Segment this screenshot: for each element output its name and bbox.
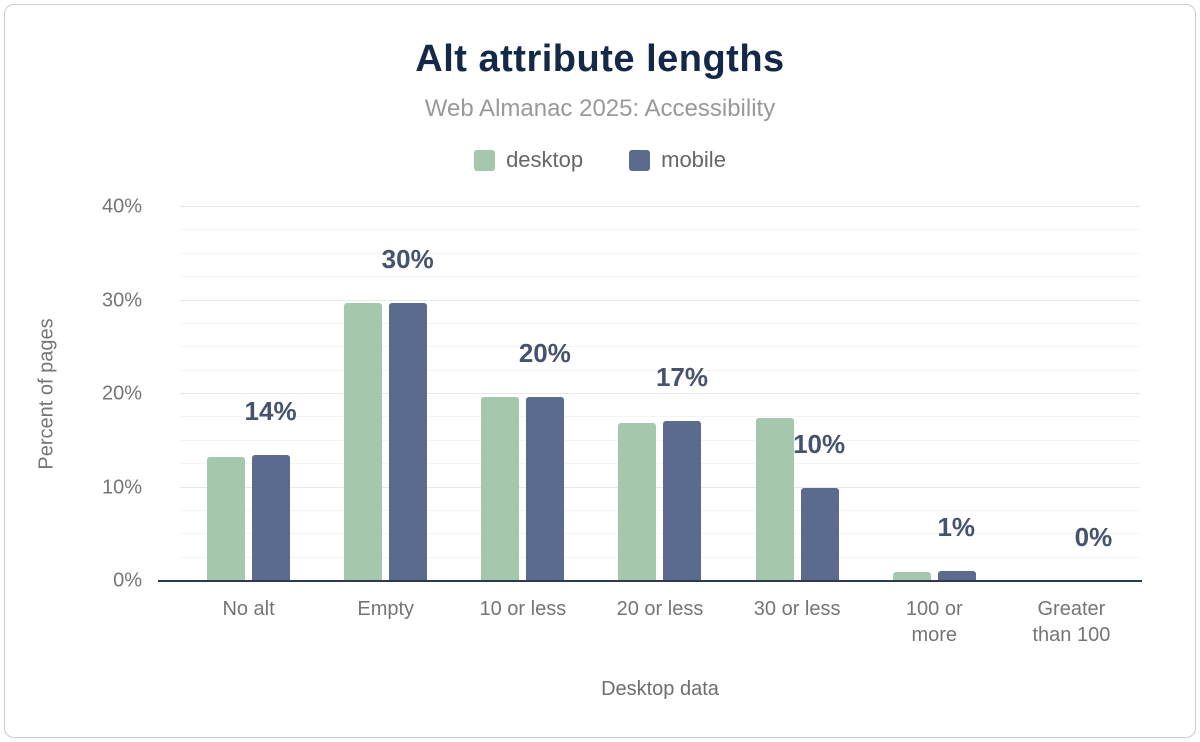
legend-label-desktop: desktop <box>506 147 584 172</box>
gridline <box>180 509 1140 511</box>
value-label-empty: 30% <box>381 244 434 275</box>
legend-label-mobile: mobile <box>661 147 726 172</box>
gridline <box>180 252 1140 254</box>
bar-group-30-or-less: 10% <box>729 207 866 581</box>
bar-desktop-10-or-less[interactable] <box>481 396 520 581</box>
legend-swatch-mobile <box>629 149 651 171</box>
gridline <box>180 276 1140 278</box>
bar-group-greater-than-100: 0% <box>1003 207 1140 581</box>
legend-item-mobile: mobile <box>629 147 726 173</box>
y-tick-40: 40% <box>101 195 142 218</box>
legend-item-desktop: desktop <box>474 147 583 173</box>
bar-mobile-no-alt[interactable] <box>252 454 291 581</box>
bar-mobile-30-or-less[interactable] <box>800 487 839 581</box>
chart-subtitle: Web Almanac 2025: Accessibility <box>424 95 776 122</box>
x-axis-line <box>158 580 1142 582</box>
y-tick-20: 20% <box>101 382 142 405</box>
bar-groups: 14% 30% 20% 17% 10% 1% 0% <box>180 207 1140 581</box>
bar-desktop-30-or-less[interactable] <box>755 418 794 581</box>
bar-group-empty: 30% <box>317 207 454 581</box>
y-tick-0: 0% <box>113 569 142 592</box>
gridline <box>180 439 1140 441</box>
chart-title: Alt attribute lengths <box>415 38 785 80</box>
gridline <box>180 229 1140 231</box>
x-tick-empty: Empty <box>357 598 415 620</box>
value-label-20-or-less: 17% <box>655 362 709 393</box>
value-label-100-or-more: 1% <box>937 511 976 542</box>
bar-mobile-10-or-less[interactable] <box>526 396 565 581</box>
bar-group-20-or-less: 17% <box>591 207 728 581</box>
gridline <box>180 322 1140 324</box>
legend-swatch-desktop <box>474 149 496 171</box>
plot-area: 14% 30% 20% 17% 10% 1% 0% <box>180 206 1140 581</box>
x-tick-no-alt: No alt <box>222 598 275 620</box>
gridline <box>180 299 1140 301</box>
x-axis-ticks: No alt Empty 10 or less 20 or less 30 or les… <box>180 596 1140 648</box>
bar-desktop-empty[interactable] <box>344 303 383 581</box>
x-tick-10-or-less: 10 or less <box>479 598 567 620</box>
x-tick-20-or-less: 20 or less <box>616 598 704 620</box>
legend: desktop mobile <box>0 147 1200 173</box>
bar-desktop-20-or-less[interactable] <box>618 423 657 581</box>
bar-mobile-20-or-less[interactable] <box>663 421 702 581</box>
bar-desktop-no-alt[interactable] <box>207 456 246 581</box>
y-tick-30: 30% <box>101 289 142 311</box>
bar-group-100-or-more: 1% <box>866 207 1003 581</box>
bar-mobile-100-or-more[interactable] <box>937 570 976 581</box>
gridline <box>180 416 1140 418</box>
gridline <box>180 486 1140 488</box>
bar-mobile-empty[interactable] <box>389 303 428 581</box>
bar-group-10-or-less: 20% <box>454 207 591 581</box>
gridline <box>180 206 1140 207</box>
y-tick-10: 10% <box>101 476 142 498</box>
value-label-30-or-less: 10% <box>793 428 846 459</box>
y-axis-ticks: 0% 10% 20% 30% 40% <box>0 196 142 592</box>
x-tick-30-or-less: 30 or less <box>753 598 841 620</box>
value-label-greater-than-100: 0% <box>1074 522 1113 552</box>
value-label-10-or-less: 20% <box>518 337 571 368</box>
x-tick-100-or-more: 100 or more <box>905 598 963 646</box>
bar-group-no-alt: 14% <box>180 207 317 581</box>
gridline <box>180 556 1140 558</box>
bar-desktop-100-or-more[interactable] <box>892 571 931 581</box>
value-label-no-alt: 14% <box>244 395 297 426</box>
gridline <box>180 463 1140 465</box>
gridline <box>180 369 1140 371</box>
gridline <box>180 533 1140 535</box>
x-axis-title: Desktop data <box>601 678 719 700</box>
gridline <box>180 346 1140 348</box>
gridline <box>180 393 1140 394</box>
x-tick-greater-than-100: Greater than 100 <box>1032 598 1111 646</box>
